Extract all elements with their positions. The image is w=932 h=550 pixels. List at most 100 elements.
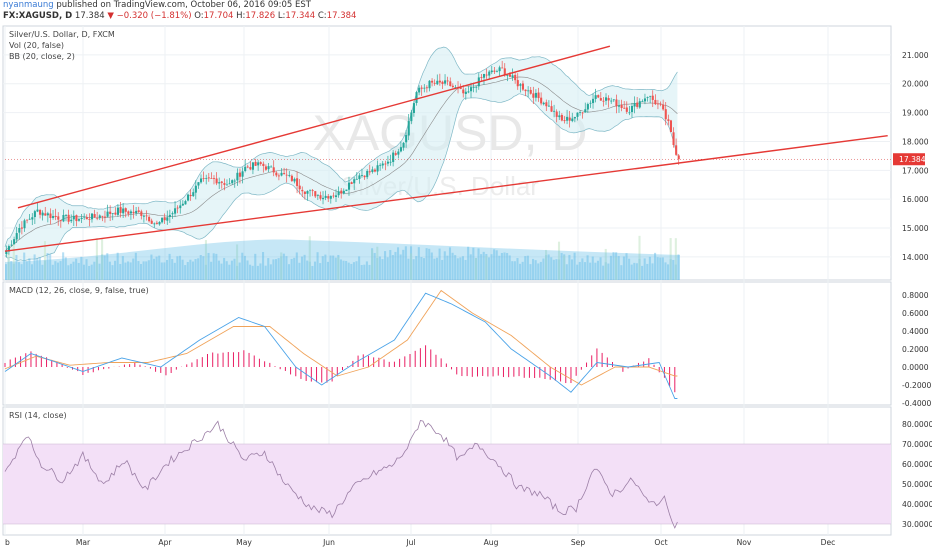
volume-bar — [583, 262, 587, 280]
volume-bar — [178, 255, 182, 280]
x-tick-label: Aug — [484, 538, 499, 547]
volume-bar — [215, 253, 218, 280]
candle-body — [366, 170, 369, 178]
trendline[interactable] — [17, 45, 611, 209]
volume-bar — [334, 257, 337, 280]
volume-bar — [256, 265, 259, 280]
candle-body — [488, 71, 491, 76]
volume-bar — [106, 253, 109, 280]
volume-bar — [313, 261, 317, 280]
volume-bar — [677, 254, 680, 280]
volume-bar — [495, 250, 498, 280]
volume-bar — [461, 256, 464, 280]
volume-bar — [503, 252, 506, 280]
candle-body — [194, 185, 197, 193]
candle-body — [399, 147, 402, 152]
candle-body — [145, 215, 148, 217]
volume-bar — [181, 259, 184, 280]
candle-body — [166, 217, 169, 221]
volume-bar — [287, 264, 291, 280]
volume-bar — [342, 260, 345, 280]
x-tick-label: Nov — [737, 538, 752, 547]
volume-bar — [412, 259, 415, 280]
volume-bar — [191, 261, 194, 280]
volume-spike-bar — [280, 252, 283, 280]
volume-bar — [160, 262, 163, 280]
x-tick-label: Apr — [158, 538, 172, 547]
volume-bar — [350, 263, 353, 280]
candle-body — [212, 178, 216, 179]
candle-body — [664, 109, 667, 120]
price-tick-label: 16.000 — [902, 195, 929, 204]
candle-body — [140, 211, 143, 216]
candle-body — [360, 175, 364, 176]
volume-bar — [145, 261, 148, 280]
candle-body — [153, 223, 156, 225]
trendline[interactable] — [4, 134, 888, 252]
candle-body — [602, 100, 605, 102]
volume-bar — [329, 255, 332, 280]
volume-bar — [127, 261, 130, 280]
volume-bar — [643, 258, 646, 280]
volume-bar — [264, 265, 267, 280]
rsi-tick-label: 50.0000 — [902, 480, 932, 489]
candle-body — [15, 233, 18, 240]
axes: b Mar Apr May Jun Jul Aug Sep Oct Nov Dec 21.000 20.… — [5, 51, 932, 547]
volume-bar — [119, 263, 122, 280]
volume-bar — [41, 264, 44, 280]
volume-bar — [217, 260, 220, 280]
candle-body — [176, 207, 179, 209]
volume-bar — [72, 261, 75, 280]
volume-bar — [49, 253, 52, 280]
candle-body — [584, 109, 587, 113]
candle-body — [270, 166, 273, 168]
candle-body — [335, 195, 338, 198]
candle-body — [290, 175, 293, 181]
volume-bar — [46, 253, 49, 280]
candle-body — [368, 171, 371, 173]
candle-body — [472, 87, 475, 88]
candle-body — [550, 106, 553, 112]
candle-body — [277, 175, 280, 177]
candle-body — [672, 132, 675, 145]
volume-bar — [612, 252, 615, 280]
volume-bar — [539, 261, 542, 280]
candle-body — [568, 117, 571, 121]
x-tick-label: May — [236, 538, 252, 547]
candle-body — [423, 87, 426, 89]
author-name[interactable]: nyanmaung — [3, 0, 54, 10]
volume-bar — [454, 255, 457, 280]
candle-body — [174, 208, 177, 214]
volume-bar — [586, 255, 589, 280]
volume-bar — [36, 258, 39, 280]
volume-spike-bar — [557, 241, 561, 280]
candle-body — [215, 178, 218, 184]
candle-body — [620, 104, 623, 108]
volume-bar — [98, 263, 101, 280]
candle-body — [231, 180, 234, 184]
candle-body — [467, 91, 470, 93]
volume-bar — [506, 252, 509, 280]
candle-body — [28, 218, 31, 220]
volume-bar — [171, 259, 174, 280]
volume-bar — [607, 263, 610, 280]
candle-body — [85, 217, 88, 220]
candle-body — [656, 103, 660, 105]
volume-bar — [459, 257, 462, 280]
candle-body — [514, 74, 517, 81]
candle-body — [540, 97, 543, 104]
volume-bar — [67, 265, 70, 280]
volume-bar — [197, 258, 200, 280]
volume-bar — [511, 261, 514, 280]
volume-bar — [158, 255, 161, 280]
candle-body — [532, 93, 535, 98]
candle-body — [654, 99, 657, 105]
volume-bar — [508, 255, 511, 280]
candle-body — [244, 166, 247, 171]
candle-body — [116, 207, 120, 215]
x-tick-label: Jul — [405, 538, 415, 547]
candle-body — [607, 98, 610, 101]
candle-body — [470, 87, 473, 92]
volume-bar — [633, 262, 636, 280]
